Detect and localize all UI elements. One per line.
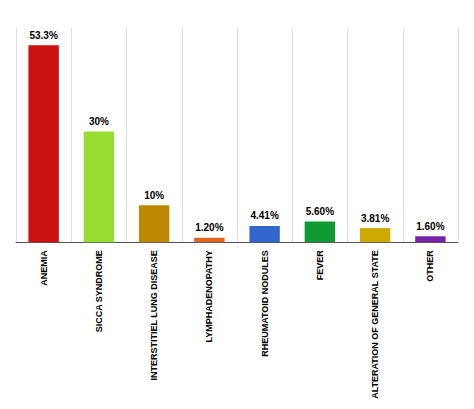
svg-text:LYMPHADENOPATHY: LYMPHADENOPATHY bbox=[204, 250, 214, 342]
svg-text:RHEUMATOID NODULES: RHEUMATOID NODULES bbox=[260, 250, 270, 357]
svg-text:1.60%: 1.60% bbox=[416, 221, 444, 232]
svg-text:INTERSTITIEL LUNG DISEASE: INTERSTITIEL LUNG DISEASE bbox=[149, 250, 159, 380]
svg-text:1.20%: 1.20% bbox=[195, 222, 223, 233]
svg-text:OTHER: OTHER bbox=[425, 250, 435, 282]
svg-text:4.41%: 4.41% bbox=[250, 210, 278, 221]
svg-text:FEVER: FEVER bbox=[315, 250, 325, 281]
svg-text:53.3%: 53.3% bbox=[29, 30, 57, 41]
svg-text:5.60%: 5.60% bbox=[306, 206, 334, 217]
svg-text:SICCA SYNDROME: SICCA SYNDROME bbox=[94, 250, 104, 332]
svg-text:3.81%: 3.81% bbox=[361, 213, 389, 224]
svg-text:ALTERATION OF GENERAL STATE: ALTERATION OF GENERAL STATE bbox=[370, 250, 380, 399]
svg-text:10%: 10% bbox=[144, 190, 164, 201]
svg-text:ANEMIA: ANEMIA bbox=[39, 250, 49, 286]
svg-text:30%: 30% bbox=[89, 116, 109, 127]
